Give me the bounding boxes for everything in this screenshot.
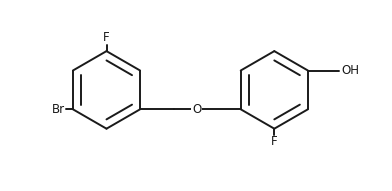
Text: F: F	[103, 31, 110, 45]
Text: O: O	[192, 103, 201, 116]
Text: Br: Br	[52, 103, 65, 116]
Text: F: F	[271, 135, 278, 148]
Text: OH: OH	[341, 64, 359, 77]
